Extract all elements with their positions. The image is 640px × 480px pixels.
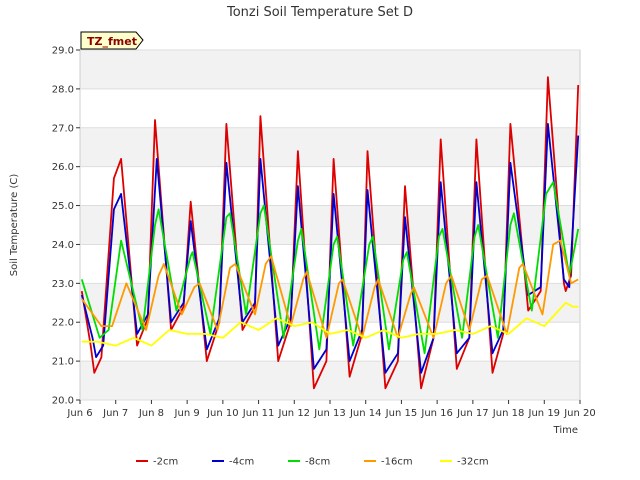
gridlines bbox=[80, 49, 580, 401]
chart-title: Tonzi Soil Temperature Set D bbox=[226, 5, 413, 20]
legend: -2cm -4cm -8cm -16cm -32cm bbox=[136, 457, 489, 468]
plot-band bbox=[80, 50, 580, 89]
y-tick-label: 22.0 bbox=[52, 318, 74, 329]
legend-label-2cm: -2cm bbox=[153, 457, 178, 468]
y-tick-label: 26.0 bbox=[52, 162, 74, 173]
x-tick-label: Jun 12 bbox=[278, 408, 311, 419]
y-tick-label: 27.0 bbox=[52, 123, 74, 134]
tz-fmet-badge: TZ_fmet bbox=[80, 31, 144, 50]
y-tick-label: 24.0 bbox=[52, 240, 74, 251]
y-tick-label: 25.0 bbox=[52, 201, 74, 212]
x-tick-label: Jun 15 bbox=[385, 408, 418, 419]
plot-band bbox=[80, 361, 580, 400]
y-tick-label: 23.0 bbox=[52, 279, 74, 290]
x-tick-label: Jun 16 bbox=[420, 408, 453, 419]
x-tick-label: Jun 8 bbox=[138, 408, 164, 419]
y-tick-label: 29.0 bbox=[52, 46, 74, 57]
legend-label-32cm: -32cm bbox=[457, 457, 489, 468]
x-tick-label: Jun 13 bbox=[313, 408, 346, 419]
x-tick-label: Jun 14 bbox=[349, 408, 382, 419]
plot-band bbox=[80, 127, 580, 167]
y-axis-label: Soil Temperature (C) bbox=[9, 174, 20, 277]
x-tick-label: Jun 7 bbox=[102, 408, 128, 419]
x-axis-ticks: Jun 6 Jun 7 Jun 8 Jun 9 Jun 10 Jun 11 Jun 12 Ju… bbox=[66, 400, 596, 419]
series-line-16cm bbox=[81, 239, 579, 339]
series-layer bbox=[80, 76, 580, 390]
x-tick-label: Jun 20 bbox=[563, 408, 596, 419]
y-tick-label: 21.0 bbox=[52, 357, 74, 368]
legend-label-16cm: -16cm bbox=[381, 457, 413, 468]
x-tick-label: Jun 6 bbox=[66, 408, 92, 419]
y-tick-label: 28.0 bbox=[52, 84, 74, 95]
y-tick-label: 20.0 bbox=[52, 396, 74, 407]
x-tick-label: Jun 18 bbox=[492, 408, 525, 419]
legend-label-4cm: -4cm bbox=[229, 457, 254, 468]
y-axis-ticks: 20.0 21.0 22.0 23.0 24.0 25.0 26.0 27.0 28.0 29.0 bbox=[52, 46, 80, 407]
badge-label: TZ_fmet bbox=[87, 35, 137, 48]
series-line-8cm bbox=[80, 181, 580, 355]
legend-label-8cm: -8cm bbox=[305, 457, 330, 468]
x-axis-label: Time bbox=[553, 425, 578, 436]
x-tick-label: Jun 9 bbox=[174, 408, 200, 419]
series-line-32cm bbox=[81, 301, 579, 347]
x-tick-label: Jun 11 bbox=[242, 408, 275, 419]
x-tick-label: Jun 19 bbox=[528, 408, 561, 419]
x-tick-label: Jun 10 bbox=[206, 408, 239, 419]
x-tick-label: Jun 17 bbox=[456, 408, 489, 419]
